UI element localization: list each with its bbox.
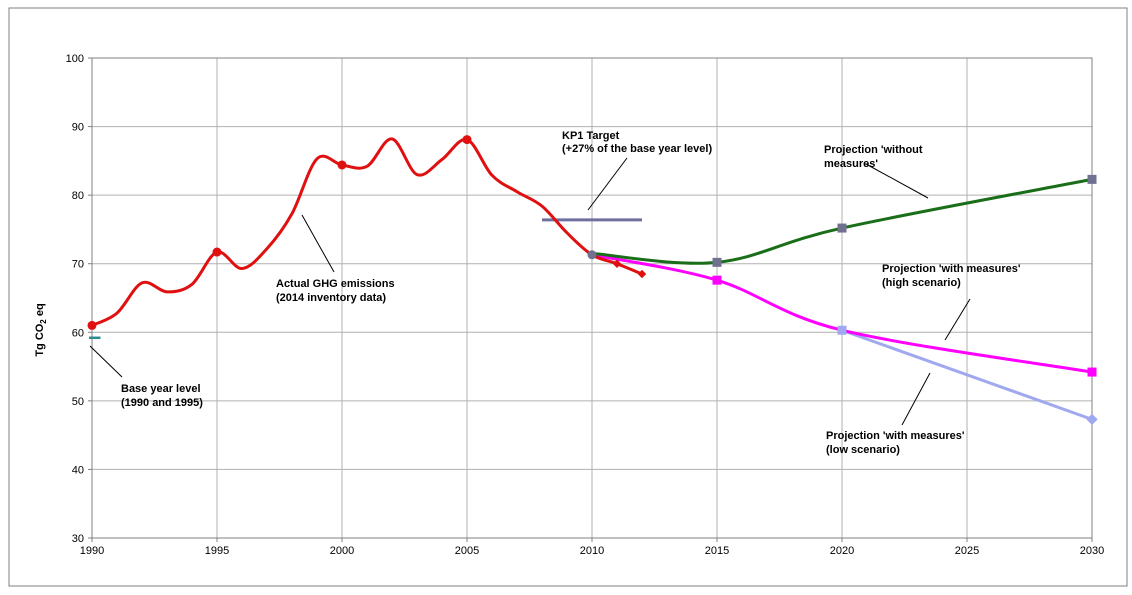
x-tick-label: 2010	[580, 545, 604, 557]
with-high-leader-line	[944, 298, 971, 341]
without-label-line2: measures'	[824, 158, 878, 170]
y-tick-label: 30	[72, 533, 84, 545]
series-line-with-low	[841, 328, 1093, 421]
y-tick-label: 50	[72, 396, 84, 408]
x-tick-label: 1995	[205, 545, 229, 557]
y-tick-label: 80	[72, 190, 84, 202]
marker-actual	[612, 259, 622, 268]
marker-without	[712, 257, 722, 267]
without-leader-line	[865, 163, 929, 199]
base-leader-line	[89, 345, 123, 378]
with-high-label-line1: Projection 'with measures'	[882, 263, 1021, 275]
y-tick-label: 90	[72, 122, 84, 134]
x-tick-label: 2015	[705, 545, 729, 557]
marker-without	[837, 223, 847, 233]
marker-actual	[462, 135, 472, 145]
y-tick-label: 60	[72, 327, 84, 339]
with-high-label-line2: (high scenario)	[882, 277, 961, 289]
y-axis-ticks: 30 40 50 60 70 80 90 100	[66, 53, 92, 545]
x-tick-label: 2005	[455, 545, 479, 557]
x-tick-label: 1990	[80, 545, 104, 557]
actual-leader-line	[301, 214, 335, 273]
marker-actual	[587, 250, 597, 260]
kp1-label-line1: KP1 Target	[562, 130, 620, 142]
x-axis-ticks: 1990 1995 2000 2005 2010 2015 2020 2025 2030	[80, 538, 1104, 557]
base-label-line2: (1990 and 1995)	[121, 397, 203, 409]
base-label-line1: Base year level	[121, 383, 201, 395]
marker-with-low	[1086, 413, 1098, 426]
marker-actual	[212, 247, 222, 257]
series-line-actual	[91, 137, 643, 327]
actual-label-line1: Actual GHG emissions	[276, 278, 395, 290]
with-low-label-line1: Projection 'with measures'	[826, 430, 965, 442]
markers-group	[87, 135, 1098, 426]
marker-with-high	[1087, 367, 1097, 377]
marker-with-high	[712, 275, 722, 285]
chart-border	[8, 7, 1128, 587]
marker-actual	[637, 269, 647, 279]
y-axis-label: Tg CO2 eq	[34, 303, 48, 356]
x-tick-label: 2025	[955, 545, 979, 557]
marker-actual	[337, 160, 347, 170]
y-tick-label: 100	[66, 53, 84, 65]
with-low-leader-line	[901, 372, 931, 426]
x-tick-label: 2030	[1080, 545, 1104, 557]
kp1-label-line2: (+27% of the base year level)	[562, 143, 712, 155]
marker-without	[1087, 174, 1097, 184]
actual-label-line2: (2014 inventory data)	[276, 292, 386, 304]
marker-actual	[87, 320, 97, 330]
series-group	[89, 137, 1093, 421]
marker-with-high	[837, 325, 847, 335]
without-label-line1: Projection 'without	[824, 144, 923, 156]
x-tick-label: 2000	[330, 545, 354, 557]
kp1-leader-line	[587, 157, 628, 211]
y-tick-label: 40	[72, 464, 84, 476]
y-tick-label: 70	[72, 259, 84, 271]
series-line-with-high	[591, 253, 1093, 374]
x-tick-label: 2020	[830, 545, 854, 557]
with-low-label-line2: (low scenario)	[826, 444, 900, 456]
series-line-without	[591, 177, 1093, 265]
